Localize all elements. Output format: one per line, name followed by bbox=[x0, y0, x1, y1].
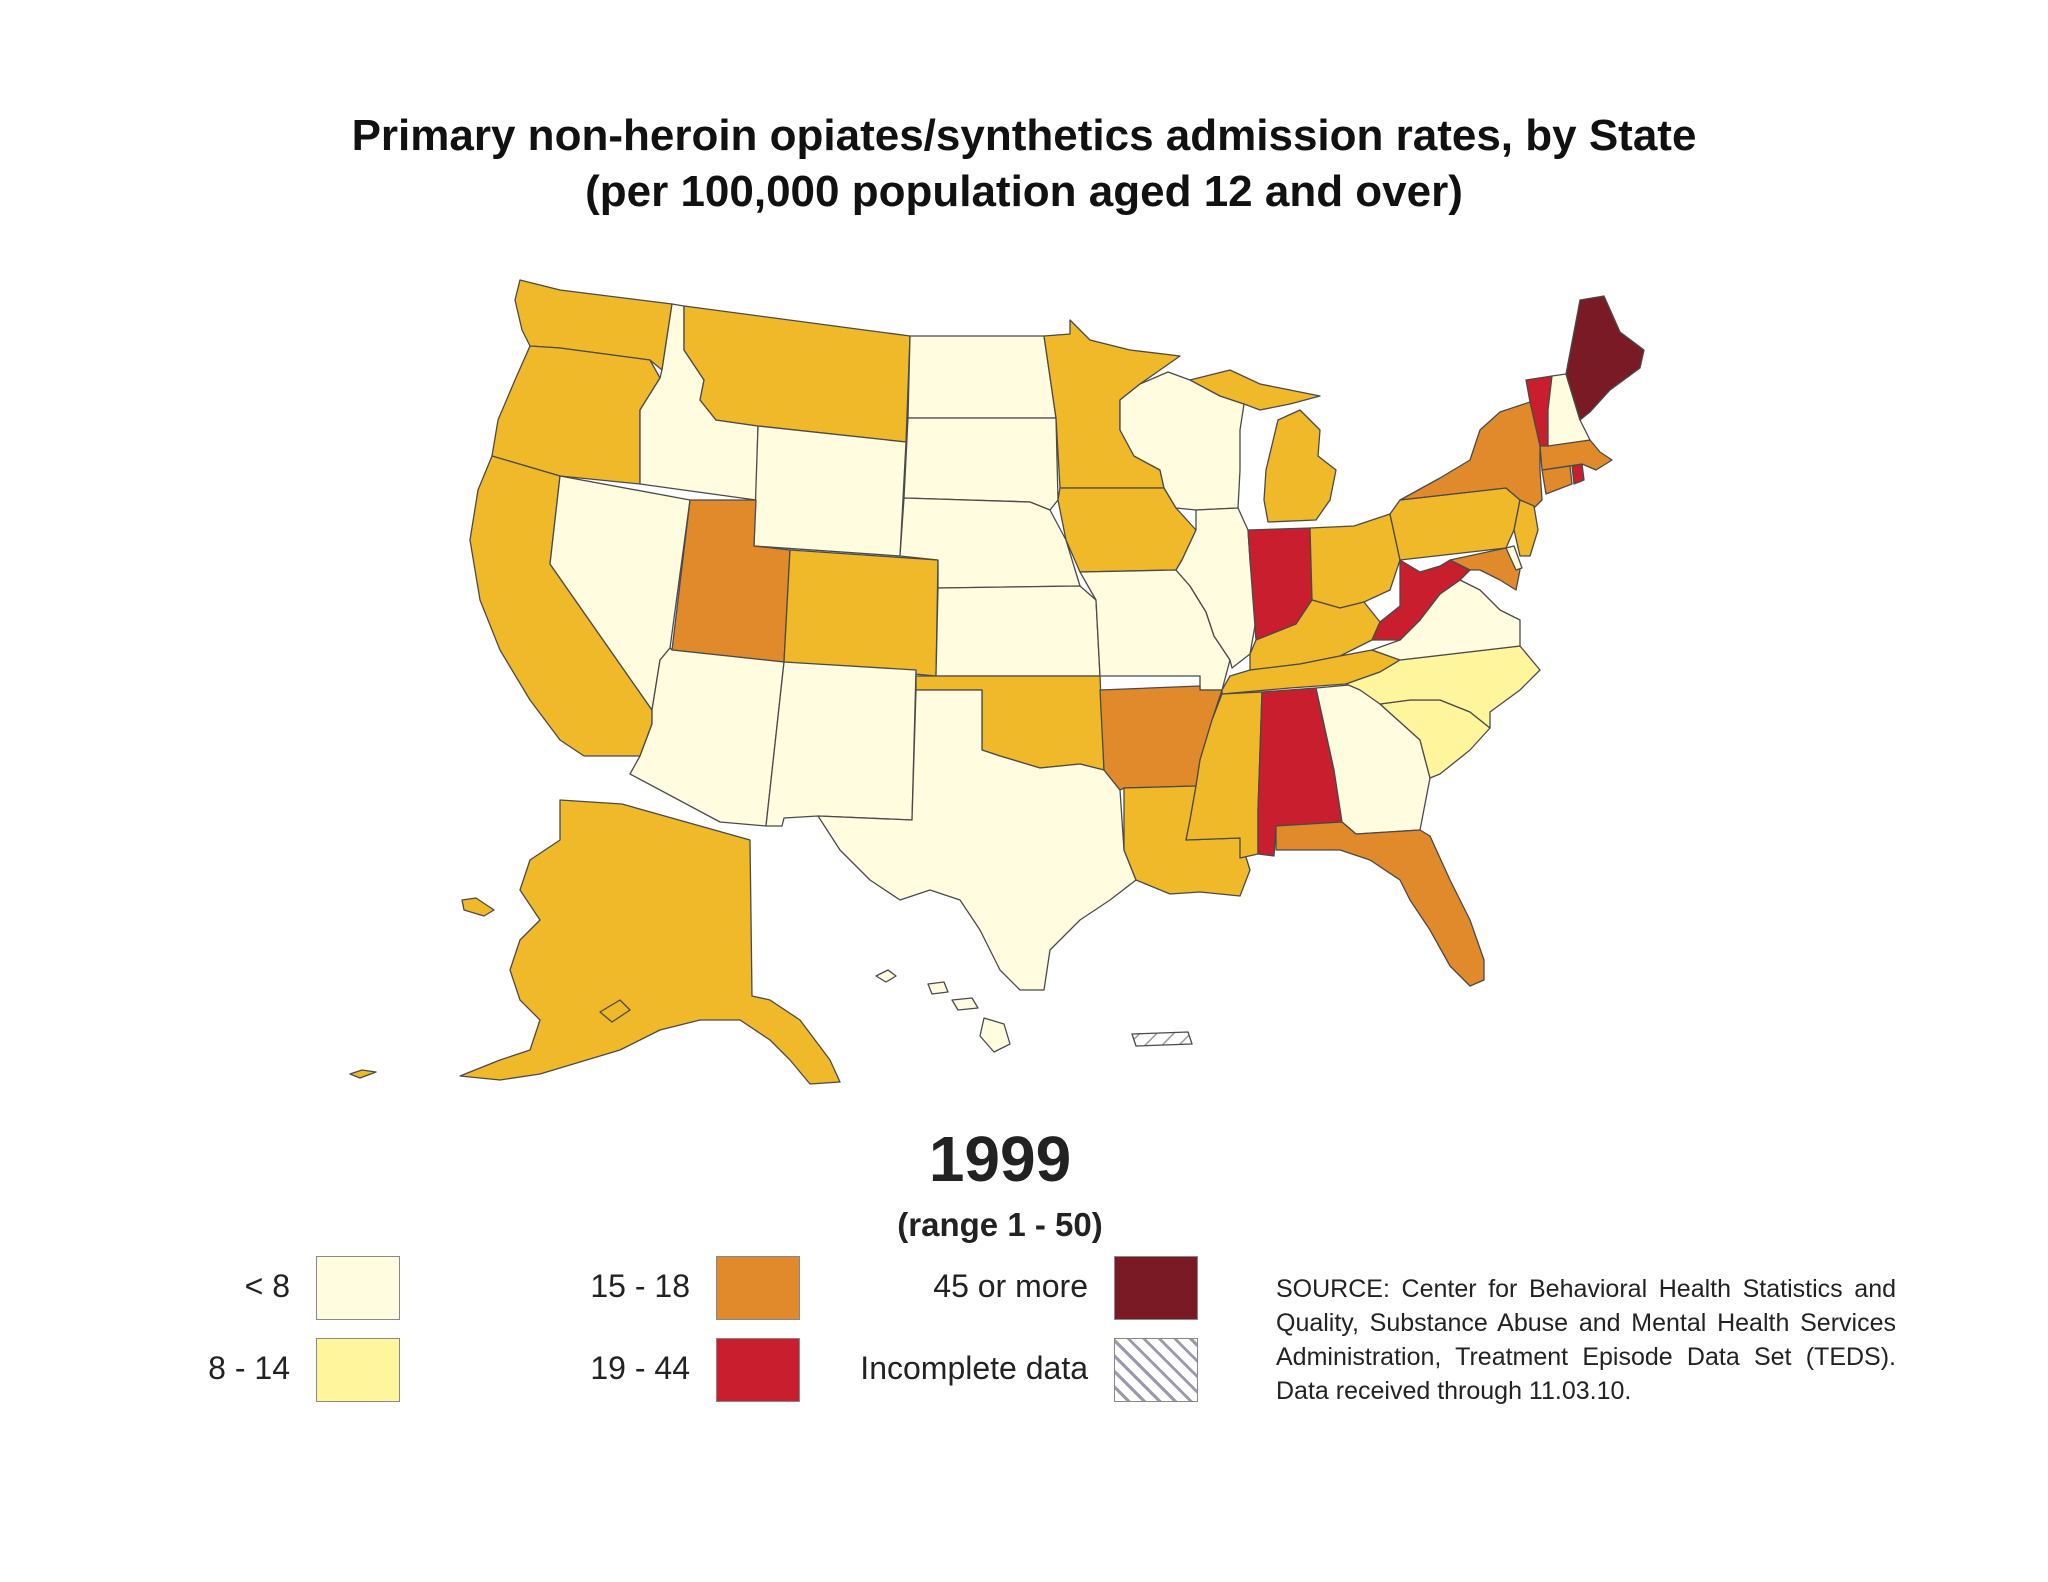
state-michigan-upper bbox=[1189, 369, 1321, 411]
state-michigan-lower bbox=[1263, 409, 1337, 523]
map-title: Primary non-heroin opiates/synthetics ad… bbox=[0, 108, 2048, 220]
state-texas bbox=[817, 689, 1137, 991]
legend-swatch-8to14 bbox=[316, 1338, 400, 1402]
title-line-1: Primary non-heroin opiates/synthetics ad… bbox=[351, 111, 1697, 160]
legend-swatch-45plus bbox=[1114, 1256, 1198, 1320]
state-new-jersey bbox=[1513, 499, 1539, 557]
legend-label-45plus: 45 or more bbox=[933, 1268, 1088, 1304]
legend-swatch-19to44 bbox=[716, 1338, 800, 1402]
state-alaska-island-1 bbox=[461, 897, 495, 917]
source-note: SOURCE: Center for Behavioral Health Sta… bbox=[1276, 1275, 1896, 1405]
puerto-rico bbox=[1131, 1031, 1193, 1047]
legend-label-8to14: 8 - 14 bbox=[208, 1350, 290, 1386]
us-state-map bbox=[349, 279, 1645, 1085]
state-north-dakota bbox=[907, 335, 1057, 419]
state-maine bbox=[1565, 295, 1645, 421]
state-kansas bbox=[935, 585, 1101, 677]
legend-label-15to18: 15 - 18 bbox=[590, 1268, 690, 1304]
range-label: (range 1 - 50) bbox=[897, 1206, 1103, 1243]
year-label: 1999 bbox=[928, 1123, 1072, 1195]
state-massachusetts bbox=[1539, 439, 1613, 471]
state-alaska-island-3 bbox=[599, 999, 631, 1023]
state-hawaii-2 bbox=[927, 981, 949, 995]
state-south-dakota bbox=[903, 417, 1059, 511]
state-delaware bbox=[1505, 545, 1523, 571]
state-hawaii-3 bbox=[951, 997, 979, 1011]
state-hawaii-1 bbox=[875, 969, 897, 983]
legend-swatch-incomplete bbox=[1114, 1338, 1198, 1402]
legend-label-lt8: < 8 bbox=[244, 1268, 290, 1304]
state-connecticut bbox=[1541, 465, 1573, 495]
state-hawaii-4 bbox=[979, 1017, 1011, 1053]
legend-swatch-15to18 bbox=[716, 1256, 800, 1320]
state-alaska bbox=[459, 799, 841, 1085]
state-alaska-island-2 bbox=[349, 1069, 377, 1079]
state-florida bbox=[1275, 821, 1485, 987]
state-rhode-island bbox=[1571, 463, 1585, 485]
title-line-2: (per 100,000 population aged 12 and over… bbox=[585, 167, 1463, 216]
state-wyoming bbox=[753, 425, 907, 557]
legend-label-incomplete: Incomplete data bbox=[860, 1350, 1088, 1386]
legend-label-19to44: 19 - 44 bbox=[590, 1350, 690, 1386]
state-ohio bbox=[1309, 513, 1401, 609]
state-colorado bbox=[783, 549, 939, 677]
state-new-mexico bbox=[765, 661, 917, 827]
legend-swatch-lt8 bbox=[316, 1256, 400, 1320]
